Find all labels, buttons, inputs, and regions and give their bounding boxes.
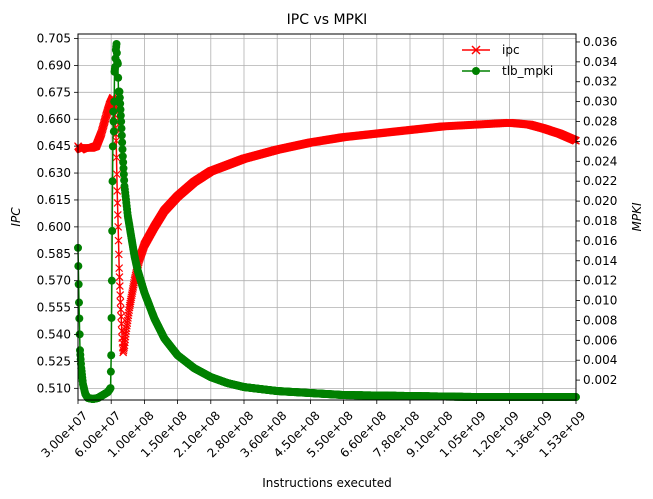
y-left-tick-label: 0.630 (37, 166, 71, 180)
data-point (118, 138, 127, 147)
y-left-tick-label: 0.675 (37, 85, 71, 99)
data-point (113, 59, 122, 68)
y-right-tick-label: 0.010 (583, 294, 617, 308)
y-right-tick-label: 0.024 (583, 154, 617, 168)
data-point (118, 152, 127, 161)
data-point (112, 48, 121, 57)
y-left-tick-label: 0.585 (37, 247, 71, 261)
data-point (108, 226, 117, 235)
data-point (116, 291, 125, 299)
data-point (109, 117, 118, 126)
y-right-tick-label: 0.008 (583, 313, 617, 327)
data-point (114, 250, 123, 259)
y-axis-label-left: IPC (9, 207, 23, 227)
y-left-tick-label: 0.570 (37, 274, 71, 288)
data-point (119, 164, 128, 173)
data-point (118, 145, 127, 154)
data-point (115, 87, 124, 96)
data-point (117, 117, 126, 126)
y-left-tick-label: 0.600 (37, 220, 71, 234)
series-tlb-mpki (74, 39, 580, 404)
data-point (74, 298, 83, 307)
data-point (108, 142, 117, 151)
data-point (116, 298, 125, 307)
y-left-tick-label: 0.615 (37, 193, 71, 207)
y-axis-label-right: MPKI (630, 202, 644, 231)
data-point (115, 282, 124, 290)
y-right-tick-label: 0.004 (583, 353, 617, 367)
data-point (113, 199, 122, 207)
y-right-tick-label: 0.014 (583, 254, 617, 268)
y-left-tick-label: 0.510 (37, 381, 71, 395)
data-point (120, 176, 129, 185)
data-point (112, 170, 121, 179)
y-right-tick-label: 0.032 (583, 75, 617, 89)
data-point (75, 314, 84, 323)
data-point (74, 280, 83, 289)
y-left-tick-label: 0.555 (37, 301, 71, 315)
y-right-tick-label: 0.020 (583, 194, 617, 208)
data-point (107, 276, 116, 285)
y-right-tick-label: 0.002 (583, 373, 617, 387)
plot-frame (77, 33, 577, 401)
data-point (116, 105, 125, 114)
y-left-tick-label: 0.540 (37, 328, 71, 342)
data-point (119, 170, 128, 179)
data-point (106, 384, 115, 393)
x-axis-label: Instructions executed (262, 476, 392, 490)
y-left-tick-label: 0.525 (37, 354, 71, 368)
legend-ipc-marker (471, 45, 481, 55)
y-right-tick-label: 0.012 (583, 274, 617, 288)
data-point (114, 73, 123, 82)
data-point (115, 273, 124, 282)
chart-title: IPC vs MPKI (287, 12, 368, 28)
data-point (116, 111, 125, 120)
y-right-tick-label: 0.006 (583, 333, 617, 347)
data-point (117, 312, 126, 321)
data-point (107, 351, 116, 360)
grid (77, 34, 577, 400)
data-point (116, 305, 125, 314)
y-left-tick-label: 0.705 (37, 31, 71, 45)
data-point (112, 39, 121, 48)
legend: ipc tlb_mpki (462, 43, 553, 78)
data-point (112, 153, 121, 162)
data-point (119, 158, 128, 167)
legend-mpki-label: tlb_mpki (502, 64, 553, 78)
data-point (113, 210, 122, 219)
y-axis-left: 0.510 0.525 0.540 0.555 0.570 0.585 0.600 0.615… (37, 31, 78, 395)
data-point (116, 99, 125, 108)
data-point (113, 187, 122, 195)
data-point (114, 222, 123, 231)
data-point (117, 131, 126, 140)
data-point (115, 93, 124, 102)
y-right-tick-label: 0.034 (583, 55, 617, 69)
y-right-tick-label: 0.028 (583, 115, 617, 129)
legend-ipc-label: ipc (502, 43, 520, 57)
data-point (114, 236, 123, 245)
y-right-tick-label: 0.030 (583, 95, 617, 109)
data-point (109, 107, 118, 116)
y-right-tick-label: 0.018 (583, 214, 617, 228)
data-point (115, 264, 124, 273)
y-left-tick-label: 0.645 (37, 139, 71, 153)
data-point (106, 367, 115, 376)
y-right-tick-label: 0.036 (583, 35, 617, 49)
y-axis-right: 0.002 0.004 0.006 0.008 0.010 0.012 0.014 0.016… (576, 35, 617, 387)
y-right-tick-label: 0.022 (583, 174, 617, 188)
data-point (109, 127, 118, 136)
y-right-tick-label: 0.026 (583, 134, 617, 148)
y-left-tick-label: 0.690 (37, 58, 71, 72)
series-ipc (74, 93, 580, 357)
y-right-tick-label: 0.016 (583, 234, 617, 248)
data-point (117, 124, 126, 133)
legend-mpki-marker (472, 67, 480, 75)
data-point (107, 313, 116, 322)
data-point (108, 177, 117, 186)
y-left-tick-label: 0.660 (37, 112, 71, 126)
